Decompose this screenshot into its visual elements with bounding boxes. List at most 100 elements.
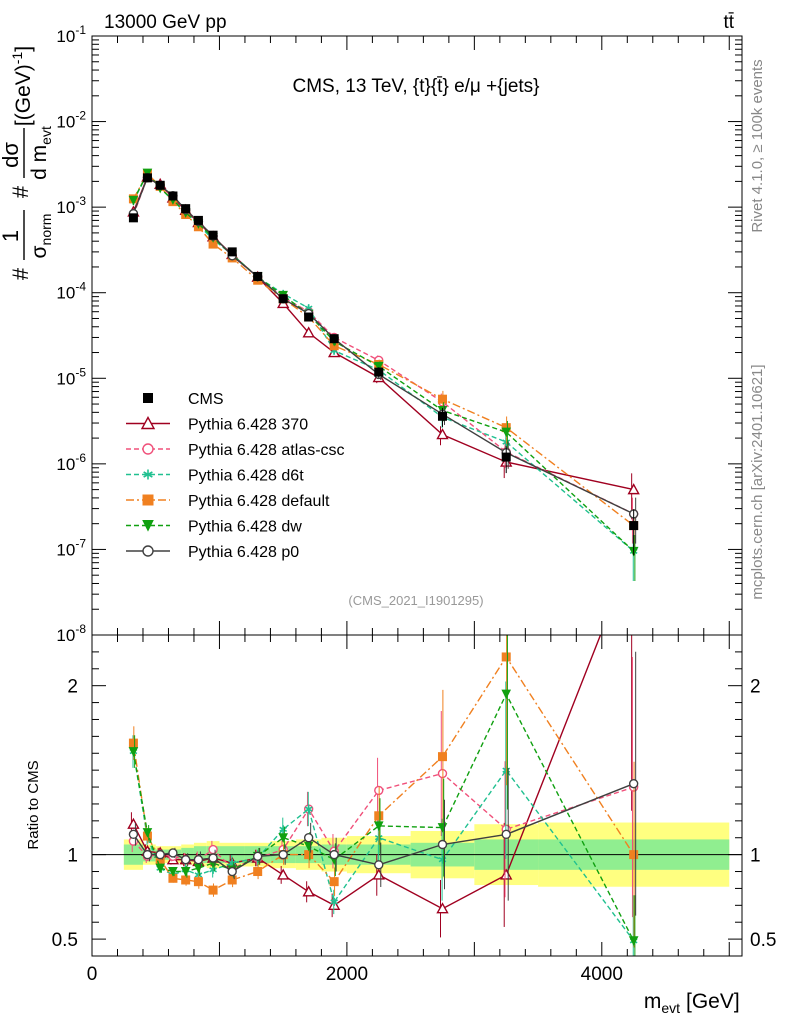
- data-point: [628, 936, 639, 946]
- ratio-y-tick-label-right: 0.5: [750, 930, 776, 951]
- data-point: [143, 469, 153, 480]
- series-line-main: [132, 171, 635, 552]
- data-point: [128, 829, 139, 840]
- ratio-series-group: [127, 635, 639, 956]
- process-label: tt̄: [723, 12, 734, 33]
- series-line-ratio: [132, 783, 634, 873]
- data-point: [374, 860, 384, 870]
- data-point: [501, 427, 512, 438]
- data-point: [253, 867, 263, 877]
- data-point: [142, 494, 154, 506]
- star-stroke: [304, 305, 313, 311]
- analysis-tag: (CMS_2021_I1901295): [348, 593, 483, 608]
- data-point: [437, 394, 447, 404]
- data-point: [142, 443, 154, 455]
- data-point: [227, 866, 237, 877]
- star-stroke: [304, 806, 313, 812]
- ratio-y-tick-label-right: 2: [750, 677, 761, 698]
- cms-data-point: [208, 230, 218, 240]
- data-point: [128, 738, 138, 748]
- x-tick-label: 4000: [581, 964, 623, 985]
- svg-text:σnorm: σnorm: [28, 214, 54, 259]
- cms-data-point: [304, 312, 314, 322]
- data-point: [330, 897, 339, 906]
- main-y-tick-label: 10-3: [56, 194, 86, 217]
- legend-label: Pythia 6.428 p0: [188, 544, 299, 561]
- series-line-ratio: [132, 692, 635, 942]
- ratio-frame: [91, 634, 743, 957]
- svg-text:[(GeV)-1]: [(GeV)-1]: [9, 46, 35, 126]
- svg-text:dσ: dσ: [0, 142, 23, 168]
- data-point: [329, 849, 339, 860]
- data-point: [168, 867, 178, 877]
- main-series-group: [127, 168, 640, 582]
- data-point: [180, 867, 191, 877]
- cms-data-point: [155, 180, 165, 190]
- energy-label: 13000 GeV pp: [104, 12, 227, 33]
- main-y-tick-label: 10-1: [56, 23, 86, 46]
- data-point: [155, 849, 165, 860]
- series-line-main: [132, 176, 635, 515]
- cms-data-point: [227, 247, 237, 257]
- legend-label: Pythia 6.428 atlas-csc: [188, 442, 345, 459]
- data-point: [252, 851, 263, 862]
- data-point: [501, 652, 511, 662]
- site-label: mcplots.cern.ch [arXiv:2401.10621]: [749, 364, 766, 599]
- data-point: [501, 829, 511, 840]
- data-point: [142, 545, 154, 557]
- data-point: [142, 849, 153, 860]
- star-stroke: [209, 867, 217, 873]
- star-stroke: [279, 826, 288, 832]
- star-stroke: [330, 899, 339, 905]
- svg-text:#: #: [8, 267, 33, 280]
- cms-data-point: [181, 204, 191, 214]
- data-point: [628, 778, 639, 789]
- data-point: [304, 850, 314, 860]
- data-point: [276, 868, 290, 880]
- data-point: [180, 855, 191, 865]
- data-point: [501, 689, 512, 700]
- data-point: [128, 747, 139, 757]
- x-tick-label: 2000: [326, 964, 368, 985]
- x-axis-label: mevt [GeV]: [644, 990, 740, 1016]
- ratio-y-tick-label: 1: [67, 846, 78, 867]
- data-point: [374, 811, 384, 821]
- data-point: [437, 839, 448, 850]
- data-point: [629, 850, 639, 860]
- data-point: [627, 483, 640, 495]
- main-y-tick-label: 10-6: [56, 451, 86, 474]
- data-point: [155, 863, 165, 874]
- svg-text:d mevt: d mevt: [28, 126, 54, 180]
- svg-text:mevt: mevt: [644, 990, 680, 1016]
- main-y-tick-label: 10-2: [56, 109, 86, 132]
- cms-data-point: [437, 411, 447, 421]
- data-point: [278, 833, 288, 843]
- cms-data-point: [629, 521, 639, 531]
- main-y-tick-label: 10-5: [56, 365, 86, 388]
- data-point: [142, 828, 153, 838]
- cms-data-point: [329, 334, 339, 344]
- ratio-y-tick-label: 0.5: [52, 930, 78, 951]
- x-tick-label: 0: [87, 964, 98, 985]
- data-point: [208, 844, 218, 855]
- main-y-tick-label: 10-7: [56, 536, 86, 559]
- data-point: [227, 875, 237, 885]
- legend: CMS Pythia 6.428 370 Pythia 6.428 atlas-cs…: [126, 391, 345, 561]
- ratio-y-axis-label: Ratio to CMS: [25, 760, 42, 849]
- data-point: [168, 848, 178, 858]
- cms-data-point: [501, 452, 511, 462]
- data-point: [208, 885, 218, 895]
- data-point: [302, 885, 315, 897]
- legend-label: Pythia 6.428 dw: [188, 519, 302, 536]
- data-point: [303, 833, 314, 843]
- plot-title: CMS, 13 TeV, {t}{t̄} e/μ +{jets}: [292, 76, 539, 97]
- cms-data-point: [253, 271, 263, 281]
- legend-label: Pythia 6.428 370: [188, 417, 308, 434]
- series-line-main: [132, 172, 635, 527]
- data-point: [142, 520, 154, 532]
- data-point: [436, 428, 449, 440]
- cms-data-point: [193, 215, 203, 225]
- cms-data-point: [168, 191, 178, 201]
- data-point: [127, 817, 140, 829]
- data-point: [278, 849, 288, 860]
